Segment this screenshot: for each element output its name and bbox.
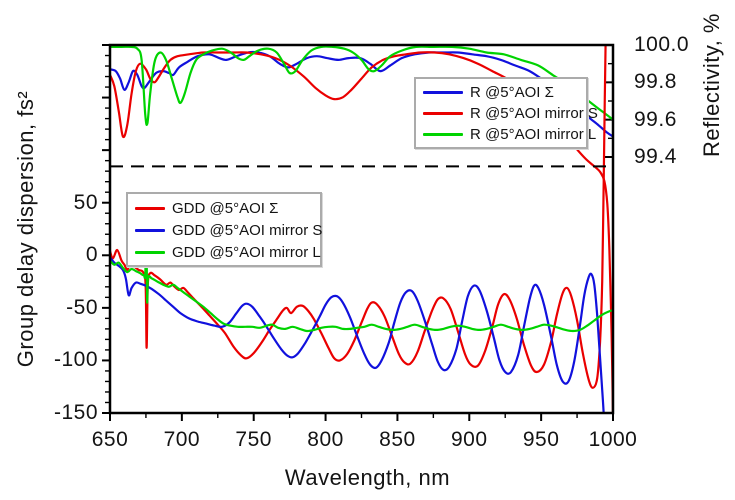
legend-label: R @5°AOI mirror L bbox=[470, 126, 597, 143]
blue-line-sample bbox=[135, 228, 165, 232]
red-line-sample bbox=[423, 112, 463, 115]
legend-item-gdd-mirror-l: GDD @5°AOI mirror L bbox=[128, 241, 321, 263]
legend-label: R @5°AOI mirror S bbox=[470, 105, 598, 122]
legend-item-gdd-sigma: GDD @5°AOI Σ bbox=[128, 197, 320, 219]
x-tick-label: 900 bbox=[451, 428, 488, 451]
right-tick-label: 99.8 bbox=[634, 70, 677, 94]
legend-item-r-sigma: R @5°AOI Σ bbox=[416, 82, 586, 103]
left-tick-label: 0 bbox=[85, 243, 98, 267]
x-axis-title: Wavelength, nm bbox=[284, 465, 451, 490]
legend-label: R @5°AOI Σ bbox=[470, 84, 554, 101]
x-tick-label: 700 bbox=[163, 428, 201, 451]
x-tick-label: 750 bbox=[235, 428, 272, 451]
green-line-sample bbox=[135, 250, 165, 254]
reflectivity-legend: R @5°AOI Σ R @5°AOI mirror S R @5°AOI mi… bbox=[414, 77, 598, 149]
legend-item-r-mirror-l: R @5°AOI mirror L bbox=[416, 124, 596, 145]
green-line-sample bbox=[423, 133, 463, 136]
legend-label: GDD @5°AOI mirror S bbox=[172, 221, 323, 239]
right-tick-label: 99.6 bbox=[634, 107, 677, 131]
right-tick-label: 99.4 bbox=[634, 145, 677, 168]
left-tick-label: -50 bbox=[66, 295, 98, 319]
legend-label: GDD @5°AOI mirror L bbox=[172, 243, 321, 261]
red-line-sample bbox=[135, 206, 165, 210]
gdd-legend: GDD @5°AOI Σ GDD @5°AOI mirror S GDD @5°… bbox=[126, 192, 322, 267]
legend-item-gdd-mirror-s: GDD @5°AOI mirror S bbox=[128, 219, 323, 241]
left-tick-label: -100 bbox=[53, 348, 98, 372]
x-tick-label: 950 bbox=[522, 428, 560, 451]
left-tick-label: -150 bbox=[53, 401, 98, 424]
blue-line-sample bbox=[423, 91, 463, 94]
left-axis-title: Group delay dispersion, fs² bbox=[13, 90, 38, 368]
x-tick-label: 1000 bbox=[588, 428, 638, 451]
right-tick-label: 100.0 bbox=[634, 33, 690, 56]
x-tick-label: 850 bbox=[379, 428, 416, 451]
left-tick-label: 50 bbox=[73, 190, 98, 214]
x-tick-label: 800 bbox=[307, 428, 344, 451]
x-tick-label: 650 bbox=[91, 428, 129, 451]
right-axis-title: Reflectivity, % bbox=[699, 13, 724, 158]
legend-label: GDD @5°AOI Σ bbox=[172, 199, 279, 217]
legend-item-r-mirror-s: R @5°AOI mirror S bbox=[416, 103, 598, 124]
